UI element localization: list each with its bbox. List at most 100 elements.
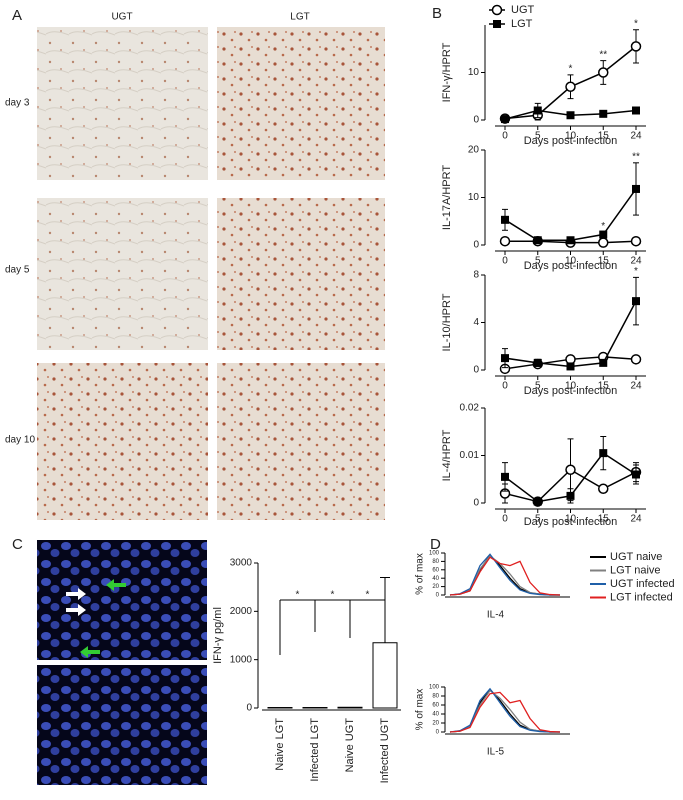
x-tick-label: 10 [565, 131, 577, 142]
y-tick-label: 80 [432, 694, 439, 700]
histogram-curve [449, 555, 560, 596]
x-tick-label: 15 [598, 131, 610, 142]
marker [566, 491, 575, 500]
marker [599, 358, 608, 367]
y-tick-label: 3000 [230, 558, 253, 569]
image-panels [37, 27, 385, 785]
marker [598, 67, 609, 78]
x-tick-label: 24 [630, 131, 642, 142]
y-axis-label: IFN-γ/HPRT [441, 42, 453, 102]
histogram-curve [449, 687, 560, 733]
y-tick-label: 8 [473, 270, 479, 281]
marker [565, 81, 576, 92]
panel-label: A [12, 7, 22, 24]
y-axis-label: IL-17A/HPRT [441, 165, 453, 230]
histogram-curve [449, 691, 561, 733]
x-tick-label: 0 [502, 381, 508, 392]
legend-marker [493, 20, 501, 28]
legend-label: UGT infected [610, 578, 675, 590]
x-tick-label: 5 [535, 256, 541, 267]
marker [632, 297, 640, 306]
x-axis-label: Days post-infection [524, 135, 618, 147]
y-axis-label: IL-4/HPRT [441, 429, 453, 481]
row-label: day 5 [5, 265, 30, 276]
y-axis-label: IL-10/HPRT [441, 293, 453, 351]
x-tick-label: Naive UGT [344, 718, 356, 773]
x-tick-label: 0 [502, 514, 508, 525]
y-tick-label: 100 [429, 551, 440, 557]
row-label: day 10 [5, 435, 35, 446]
marker [566, 362, 575, 371]
y-tick-label: 40 [432, 712, 439, 718]
marker [501, 215, 509, 224]
y-tick-label: 0 [473, 498, 479, 509]
x-axis-label: Days post-infection [524, 516, 618, 528]
legend-label: LGT infected [610, 591, 673, 603]
marker [632, 184, 640, 193]
y-tick-label: 20 [468, 145, 480, 156]
marker [599, 230, 608, 239]
significance-star: * [601, 221, 605, 232]
x-tick-label: 5 [535, 131, 541, 142]
y-axis-label: IFN-γ pg/ml [212, 607, 224, 664]
y-tick-label: 0 [436, 593, 440, 599]
bar [372, 642, 398, 709]
micrograph [217, 198, 385, 350]
y-tick-label: 4 [473, 317, 479, 328]
marker [565, 464, 576, 475]
marker [598, 237, 609, 248]
x-tick-label: 15 [598, 381, 610, 392]
marker [501, 115, 509, 124]
legend-label: UGT [511, 4, 535, 16]
y-tick-label: 0.01 [460, 450, 480, 461]
y-tick-label: 20 [432, 584, 439, 590]
x-tick-label: 24 [630, 514, 642, 525]
row-label: day 3 [5, 98, 30, 109]
fluorescence-image [37, 540, 207, 660]
marker [630, 354, 642, 365]
y-tick-label: 0 [246, 703, 252, 714]
significance-star: ** [632, 151, 640, 162]
column-label: LGT [290, 12, 309, 23]
marker [598, 483, 609, 494]
y-tick-label: 10 [468, 67, 480, 78]
marker [499, 235, 511, 247]
y-tick-label: 0.02 [460, 403, 480, 414]
legend-label: LGT [511, 18, 533, 30]
panel-label: C [12, 536, 23, 553]
y-tick-label: 2000 [230, 606, 253, 617]
arrow [66, 604, 86, 616]
y-tick-label: 60 [432, 703, 439, 709]
series-line [504, 188, 637, 241]
x-tick-label: 5 [535, 381, 541, 392]
marker [533, 106, 542, 115]
significance-star: * [634, 266, 638, 277]
x-axis-label: IL-5 [487, 747, 505, 758]
marker [566, 236, 575, 245]
panel-label: D [430, 536, 441, 553]
marker [630, 41, 642, 52]
marker [630, 235, 642, 247]
x-tick-label: 0 [502, 256, 508, 267]
marker [632, 470, 640, 479]
x-tick-label: Infected UGT [379, 718, 391, 784]
legend-label: UGT naive [610, 551, 662, 563]
significance-star: ** [599, 49, 607, 60]
x-tick-label: 5 [535, 514, 541, 525]
x-tick-label: Infected LGT [309, 718, 321, 782]
significance-star: * [296, 590, 300, 601]
y-tick-label: 20 [432, 721, 439, 727]
x-tick-label: 24 [630, 381, 642, 392]
panel-label: B [432, 5, 442, 22]
marker [533, 358, 542, 367]
histogram-curve [449, 554, 560, 596]
y-axis-label: % of max [415, 689, 426, 731]
y-tick-label: 0 [473, 365, 479, 376]
micrograph [217, 363, 385, 520]
x-tick-label: 15 [598, 256, 610, 267]
legend-marker [491, 4, 503, 16]
y-axis-label: % of max [415, 553, 426, 595]
y-tick-label: 80 [432, 559, 439, 565]
x-tick-label: 15 [598, 514, 610, 525]
